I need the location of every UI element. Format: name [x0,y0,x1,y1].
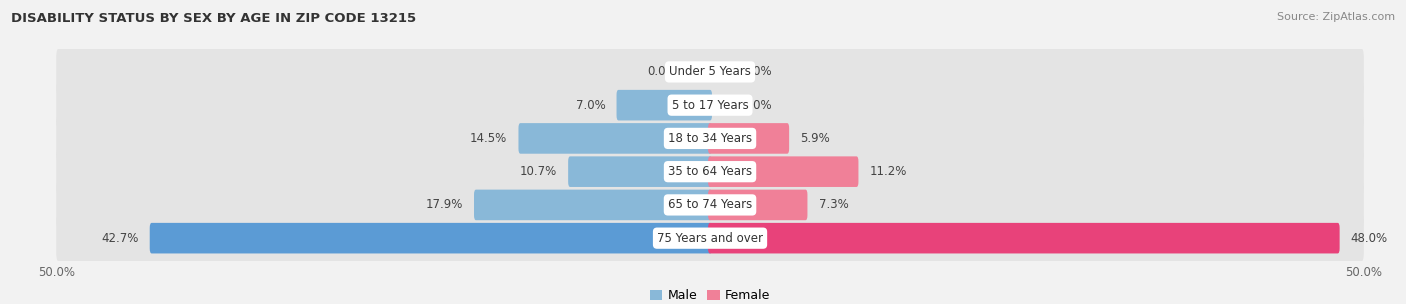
FancyBboxPatch shape [709,223,1340,254]
Text: 75 Years and over: 75 Years and over [657,232,763,245]
FancyBboxPatch shape [56,147,1364,196]
FancyBboxPatch shape [474,190,711,220]
Text: 5 to 17 Years: 5 to 17 Years [672,99,748,112]
Text: 14.5%: 14.5% [470,132,508,145]
FancyBboxPatch shape [56,47,1364,97]
Text: 18 to 34 Years: 18 to 34 Years [668,132,752,145]
Text: 35 to 64 Years: 35 to 64 Years [668,165,752,178]
Text: 17.9%: 17.9% [426,199,463,211]
Text: 0.0%: 0.0% [742,99,772,112]
Text: DISABILITY STATUS BY SEX BY AGE IN ZIP CODE 13215: DISABILITY STATUS BY SEX BY AGE IN ZIP C… [11,12,416,25]
FancyBboxPatch shape [149,223,711,254]
FancyBboxPatch shape [56,114,1364,163]
Text: 10.7%: 10.7% [520,165,557,178]
Text: 48.0%: 48.0% [1351,232,1388,245]
Text: Source: ZipAtlas.com: Source: ZipAtlas.com [1277,12,1395,22]
Text: 65 to 74 Years: 65 to 74 Years [668,199,752,211]
FancyBboxPatch shape [709,190,807,220]
Text: 11.2%: 11.2% [869,165,907,178]
Text: 42.7%: 42.7% [101,232,139,245]
FancyBboxPatch shape [519,123,711,154]
Legend: Male, Female: Male, Female [650,289,770,302]
Text: 0.0%: 0.0% [648,65,678,78]
Text: 7.0%: 7.0% [575,99,606,112]
Text: 0.0%: 0.0% [742,65,772,78]
FancyBboxPatch shape [617,90,711,120]
FancyBboxPatch shape [568,156,711,187]
Text: 7.3%: 7.3% [818,199,848,211]
FancyBboxPatch shape [56,180,1364,230]
FancyBboxPatch shape [56,213,1364,263]
FancyBboxPatch shape [56,81,1364,130]
Text: Under 5 Years: Under 5 Years [669,65,751,78]
FancyBboxPatch shape [709,123,789,154]
FancyBboxPatch shape [709,156,859,187]
Text: 5.9%: 5.9% [800,132,830,145]
